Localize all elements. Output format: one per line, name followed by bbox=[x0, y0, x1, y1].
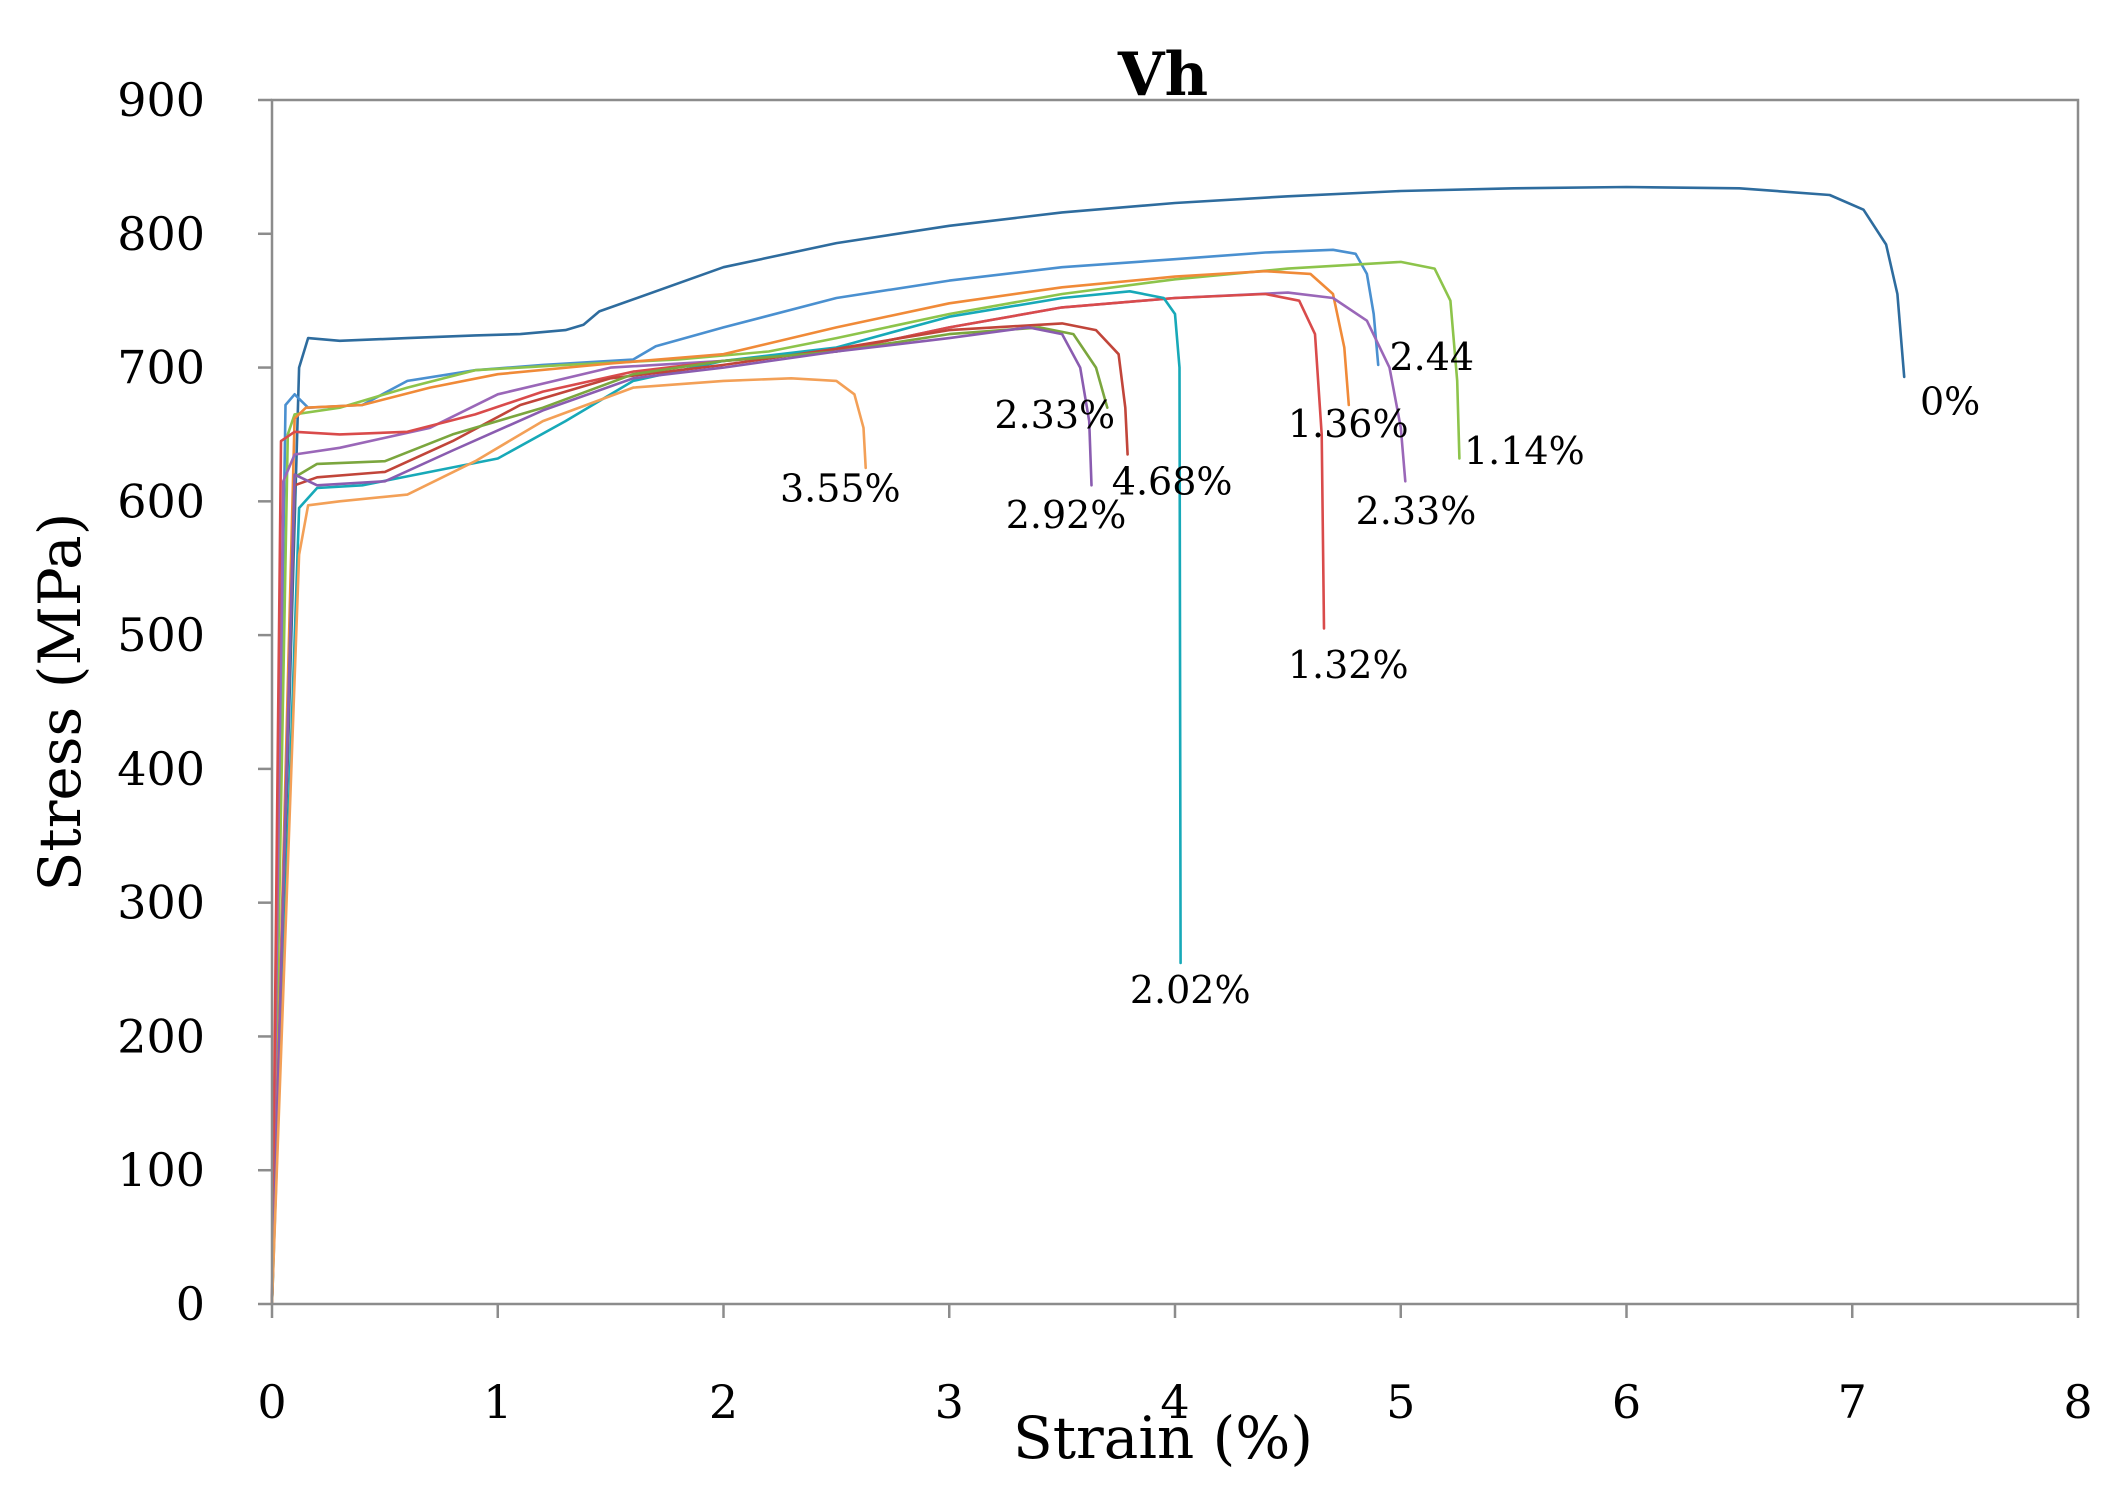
series-line bbox=[270, 248, 1380, 1306]
series-line bbox=[270, 260, 1461, 1306]
x-axis: 0 1 2 3 4 5 6 7 8 bbox=[257, 1304, 2093, 1429]
y-axis-title: Stress (MPa) bbox=[26, 513, 94, 892]
y-tick-label: 100 bbox=[117, 1143, 205, 1197]
y-tick-label: 200 bbox=[117, 1009, 205, 1063]
series-end-label: 4.68% bbox=[1112, 460, 1233, 504]
y-tick-label: 900 bbox=[117, 73, 205, 127]
y-tick-label: 700 bbox=[117, 341, 205, 395]
y-tick-label: 800 bbox=[117, 207, 205, 261]
series-end-label: 3.55% bbox=[780, 466, 901, 510]
series-line bbox=[270, 292, 1326, 1306]
chart-title: Vh bbox=[1117, 40, 1208, 110]
x-tick-label: 7 bbox=[1838, 1375, 1867, 1429]
x-tick-label: 3 bbox=[935, 1375, 964, 1429]
series-line bbox=[270, 269, 1351, 1306]
series-end-label: 2.33% bbox=[1356, 489, 1477, 533]
x-tick-label: 1 bbox=[483, 1375, 512, 1429]
y-tick-label: 400 bbox=[117, 742, 205, 796]
series-end-label: 2.33% bbox=[994, 393, 1115, 437]
series-line bbox=[270, 377, 867, 1306]
series-end-label: 2.92% bbox=[1006, 493, 1127, 537]
series-line bbox=[270, 326, 1093, 1306]
y-tick-label: 0 bbox=[176, 1277, 205, 1331]
x-tick-label: 8 bbox=[2063, 1375, 2092, 1429]
series-line bbox=[270, 291, 1407, 1306]
y-axis: 0 100 200 300 400 500 600 700 800 900 bbox=[117, 73, 272, 1331]
series-end-label: 1.36% bbox=[1288, 402, 1409, 446]
series-line bbox=[270, 322, 1129, 1306]
series-line bbox=[270, 326, 1109, 1306]
series-layer bbox=[270, 185, 1906, 1306]
series-end-label: 1.32% bbox=[1288, 643, 1409, 687]
series-end-label: 2.02% bbox=[1130, 968, 1251, 1012]
x-tick-label: 6 bbox=[1612, 1375, 1641, 1429]
x-axis-title: Strain (%) bbox=[1013, 1404, 1313, 1472]
series-end-label: 2.44 bbox=[1389, 335, 1474, 379]
y-tick-label: 500 bbox=[117, 608, 205, 662]
series-line bbox=[270, 290, 1182, 1306]
annotation-layer: 0% 2.44 1.14% 1.36% 2.33% 1.32% 2.02% 4.68% 2.33… bbox=[780, 335, 1980, 1012]
x-tick-label: 2 bbox=[709, 1375, 738, 1429]
y-tick-label: 600 bbox=[117, 474, 205, 528]
series-end-label: 1.14% bbox=[1464, 429, 1585, 473]
series-line bbox=[270, 185, 1906, 1306]
x-tick-label: 5 bbox=[1386, 1375, 1415, 1429]
x-tick-label: 0 bbox=[257, 1375, 286, 1429]
series-end-label: 0% bbox=[1920, 379, 1980, 423]
x-tick-label: 4 bbox=[1160, 1375, 1189, 1429]
y-tick-label: 300 bbox=[117, 876, 205, 930]
